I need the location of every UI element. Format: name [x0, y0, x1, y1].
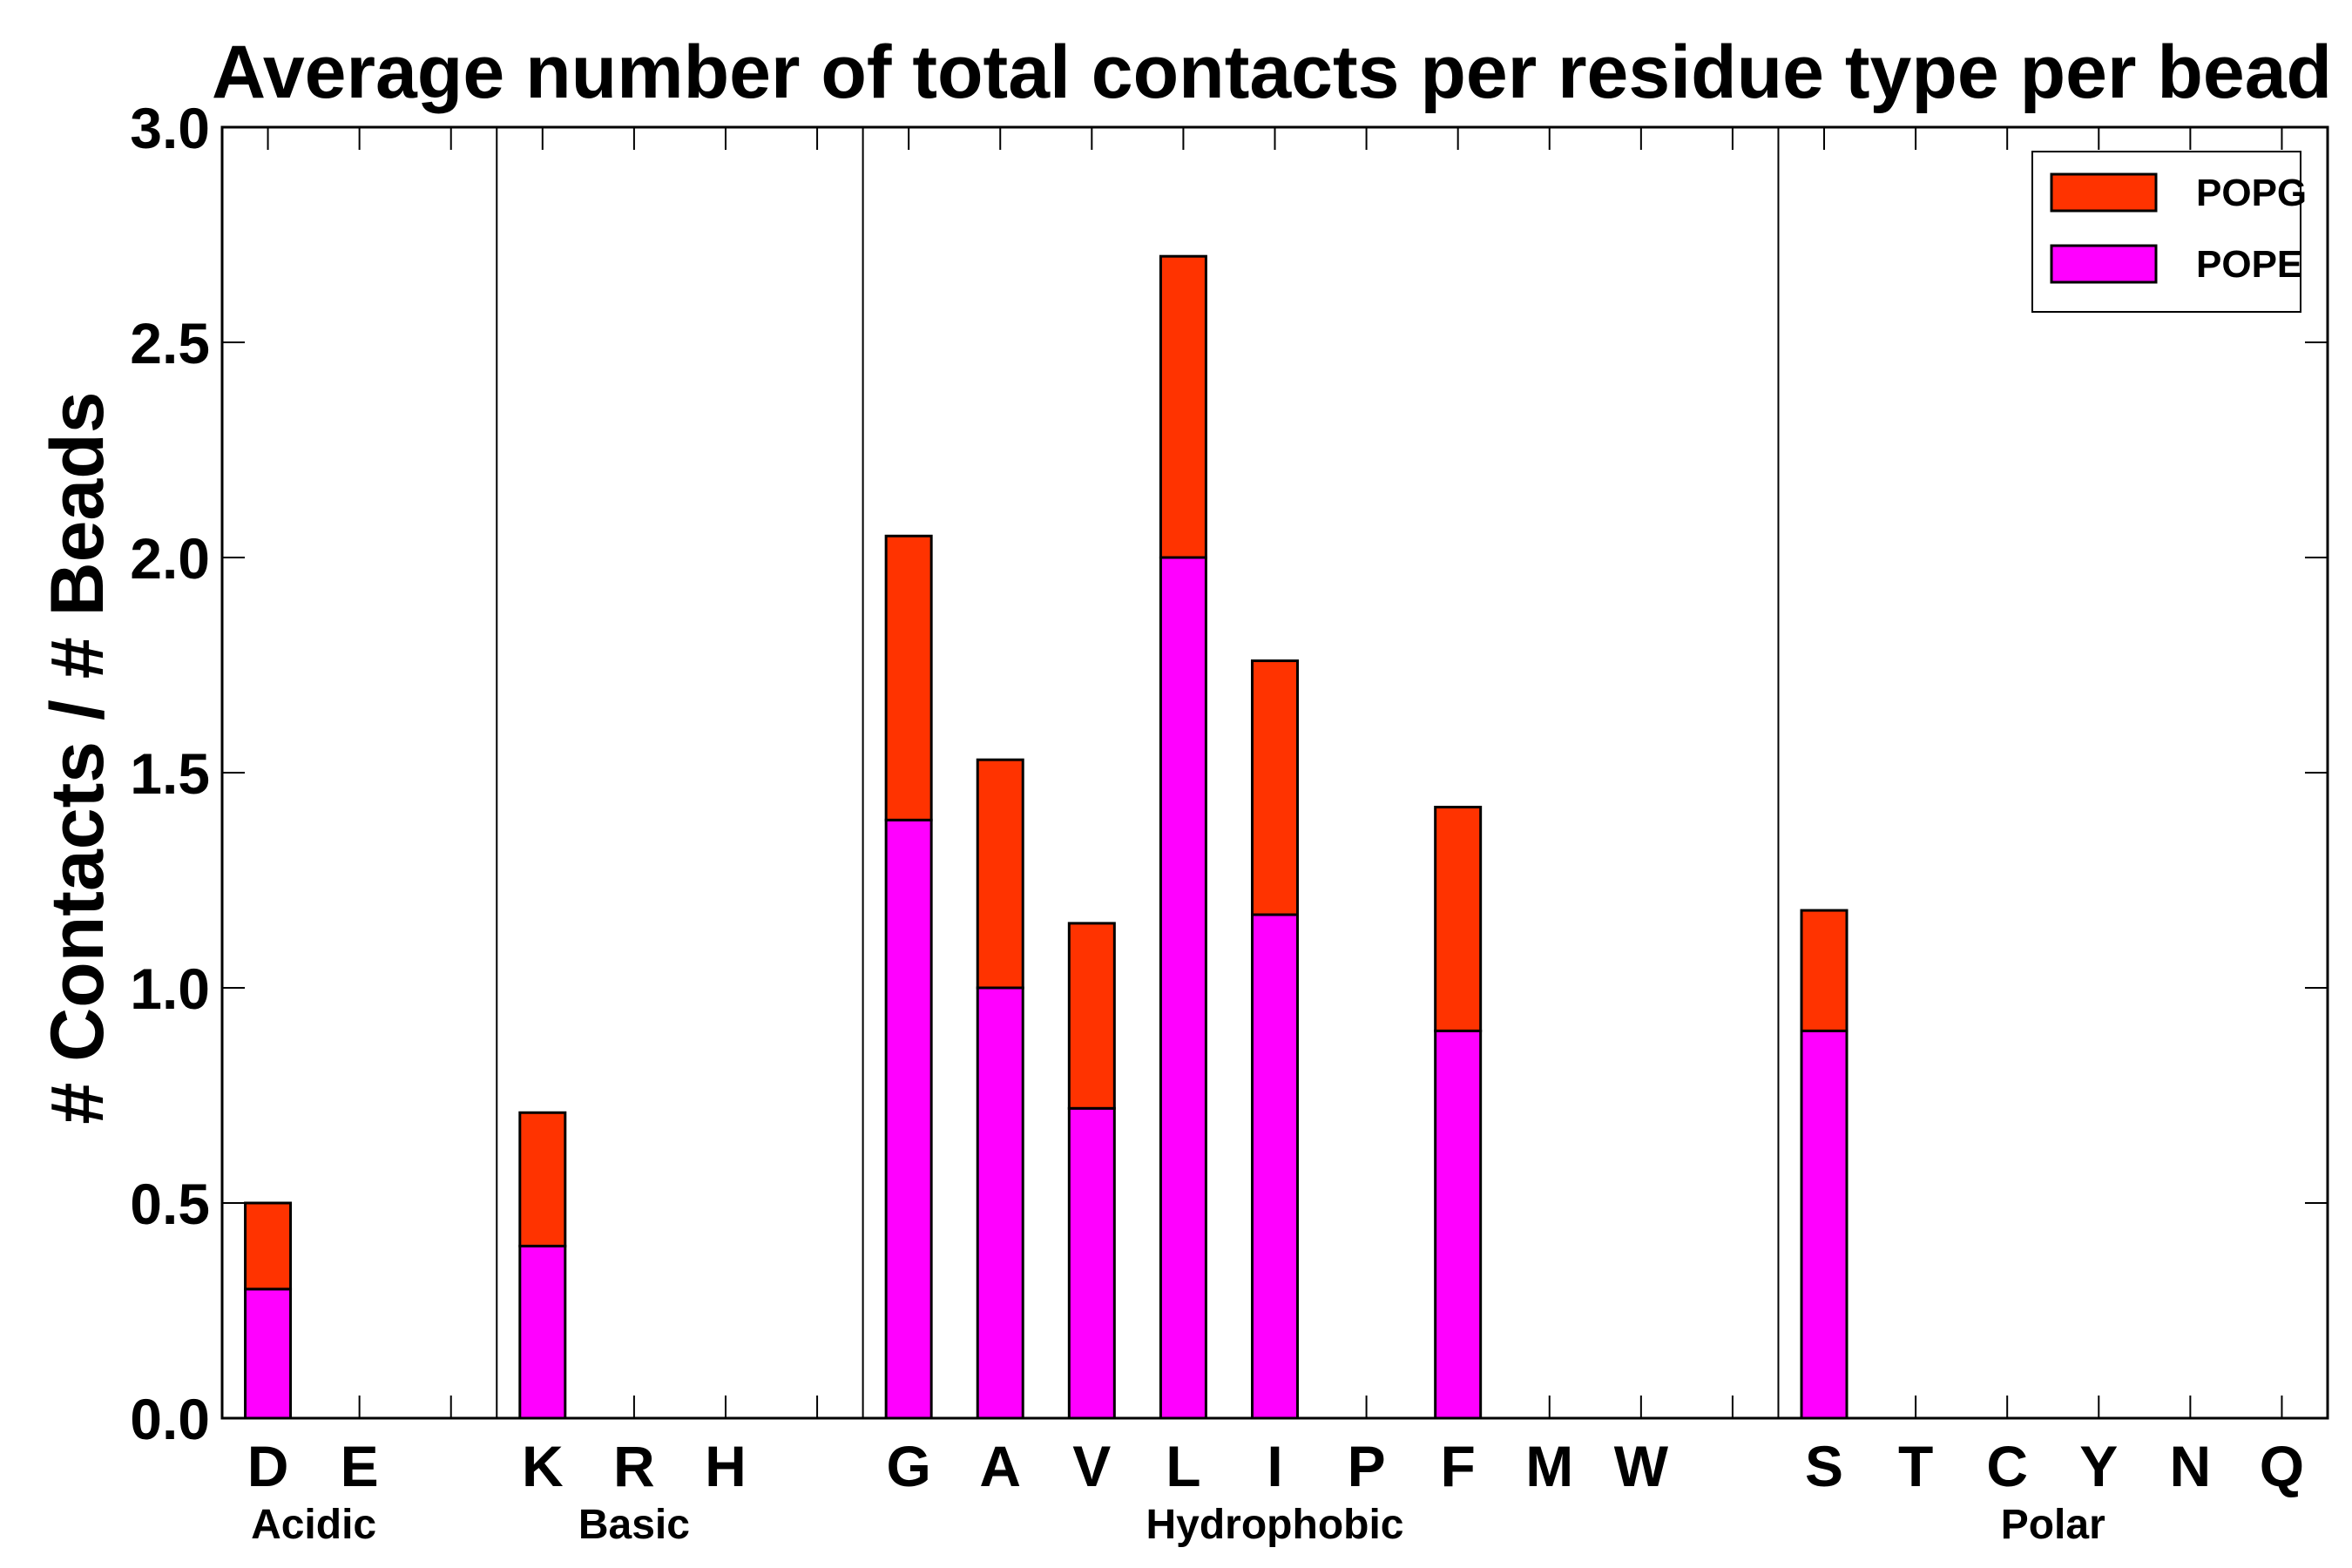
legend-label-pope: POPE — [2196, 243, 2302, 286]
x-tick-label: W — [1614, 1434, 1669, 1498]
x-tick-label: R — [613, 1434, 655, 1498]
x-tick-label: E — [341, 1434, 379, 1498]
bar-popg-A — [976, 758, 1024, 990]
bar-pope-L — [1159, 556, 1207, 1420]
y-tick-label: 0.0 — [130, 1387, 210, 1451]
bar-pope-F — [1434, 1029, 1483, 1420]
bar-popg-I — [1251, 659, 1299, 916]
x-tick-label: N — [2170, 1434, 2212, 1498]
x-tick-label: T — [1898, 1434, 1933, 1498]
x-tick-label: F — [1441, 1434, 1476, 1498]
y-tick-label: 1.5 — [130, 741, 210, 806]
x-tick-label: L — [1166, 1434, 1200, 1498]
x-tick-label: H — [705, 1434, 747, 1498]
bar-pope-G — [884, 818, 933, 1420]
bar-pope-S — [1800, 1029, 1848, 1420]
x-tick-label: G — [886, 1434, 930, 1498]
legend: POPG POPE — [2031, 151, 2307, 313]
x-tick-label: Y — [2079, 1434, 2118, 1498]
y-tick-label: 0.5 — [130, 1172, 210, 1236]
x-tick-label: C — [1986, 1434, 2028, 1498]
chart-title: Average number of total contacts per res… — [212, 30, 2332, 114]
x-tick-label: D — [247, 1434, 289, 1498]
x-tick-label: Q — [2260, 1434, 2304, 1498]
bar-popg-D — [244, 1201, 293, 1291]
group-label: Basic — [578, 1502, 690, 1548]
x-tick-label: V — [1072, 1434, 1111, 1498]
x-tick-label: K — [522, 1434, 564, 1498]
bar-pope-A — [976, 986, 1024, 1420]
group-label: Polar — [2001, 1502, 2105, 1548]
bar-popg-F — [1434, 806, 1483, 1032]
y-axis-label: # Contacts / # Beads — [36, 391, 119, 1124]
bar-popg-K — [518, 1111, 567, 1247]
y-tick-label: 3.0 — [130, 96, 210, 160]
group-label: Acidic — [251, 1502, 376, 1548]
bar-pope-D — [244, 1288, 293, 1420]
bar-pope-I — [1251, 913, 1299, 1420]
bar-popg-G — [884, 534, 933, 821]
x-tick-label: A — [979, 1434, 1021, 1498]
x-tick-label: P — [1348, 1434, 1386, 1498]
y-tick-label: 2.5 — [130, 311, 210, 375]
legend-label-popg: POPG — [2196, 172, 2307, 214]
plot-area: 0.0 0.5 1.0 1.5 2.0 2.5 3.0 D E K R H G A V L I P F M W S T C Y N… — [130, 96, 2329, 1548]
y-tick-label: 1.0 — [130, 956, 210, 1021]
bar-popg-S — [1800, 909, 1848, 1032]
y-tick-label: 2.0 — [130, 526, 210, 591]
x-tick-label: I — [1267, 1434, 1282, 1498]
bar-popg-L — [1159, 254, 1207, 559]
legend-swatch-pope — [2050, 244, 2158, 284]
bar-pope-V — [1067, 1106, 1116, 1420]
x-tick-label: M — [1525, 1434, 1573, 1498]
x-tick-label: S — [1805, 1434, 1843, 1498]
group-label: Hydrophobic — [1146, 1502, 1404, 1548]
bar-popg-V — [1067, 922, 1116, 1110]
bar-pope-K — [518, 1244, 567, 1420]
legend-swatch-popg — [2050, 172, 2158, 213]
